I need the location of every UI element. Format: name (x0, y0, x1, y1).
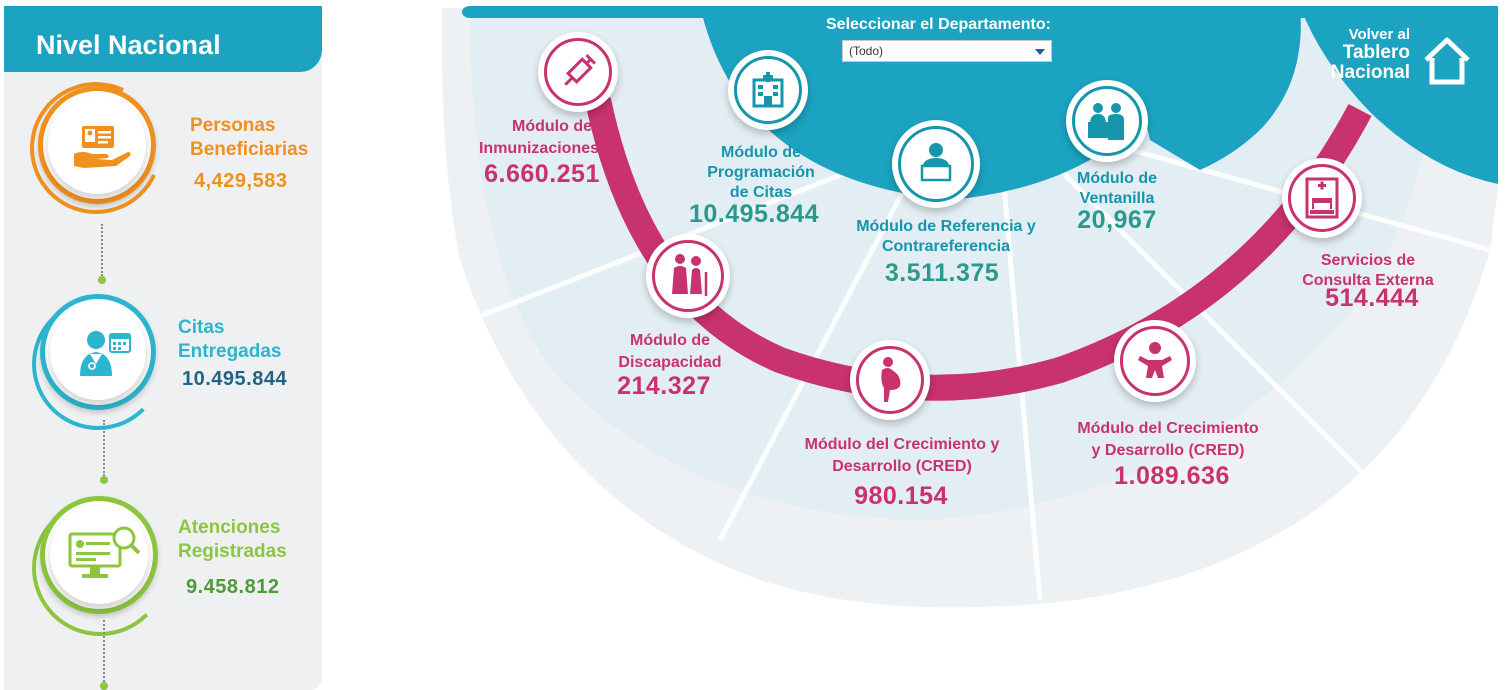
hospital-icon (752, 72, 784, 108)
pregnant-woman-icon (881, 357, 901, 402)
module-label-line2: Inmunizaciones (478, 140, 600, 157)
connector-line (103, 620, 105, 682)
module-label-line2: Programación (707, 164, 815, 181)
module-label-line2: Discapacidad (618, 354, 722, 371)
connector-dot (100, 682, 108, 690)
module-icon-ring (734, 56, 802, 124)
module-value: 6.660.251 (484, 160, 600, 188)
module-icon-circle (538, 32, 618, 112)
elderly-couple-icon (672, 254, 708, 296)
stat-value: 4,429,583 (194, 170, 288, 192)
stat-label-line1: Citas (178, 317, 225, 338)
stat-label-line1: Personas (190, 115, 276, 136)
stat-label-line2: Beneficiarias (190, 139, 309, 160)
module-icon-ring (652, 240, 724, 312)
chevron-down-icon (1035, 49, 1045, 55)
module-value: 20,967 (1077, 206, 1157, 234)
module-label-line3: de Citas (729, 184, 793, 201)
module-icon-circle (1066, 80, 1148, 162)
module-value: 980.154 (854, 482, 948, 510)
module-value: 514.444 (1325, 284, 1419, 312)
doctor-calendar-icon (80, 331, 131, 376)
teal-dome-fill (1120, 6, 1301, 170)
back-line2: Tablero (1342, 42, 1410, 63)
syringe-icon (564, 53, 597, 86)
stat-arc (32, 298, 164, 430)
module-label-line1: Módulo de (512, 118, 592, 135)
department-select[interactable]: (Todo) (842, 40, 1052, 62)
hospital-bed-icon (1305, 177, 1339, 219)
hand-id-card-icon (74, 126, 131, 168)
module-icon-ring (544, 38, 612, 106)
module-value: 10.495.844 (688, 200, 820, 228)
department-label: Seleccionar el Departamento: (826, 16, 1051, 33)
left-header: Nivel Nacional (4, 6, 322, 72)
back-line3: Nacional (1330, 62, 1410, 83)
module-label-line1: Módulo del Crecimiento y (804, 436, 1000, 453)
stat-arc (32, 500, 168, 636)
module-value: 214.327 (617, 372, 711, 400)
stat-label-line2: Registradas (178, 541, 287, 562)
module-icon-ring (856, 346, 924, 414)
module-label-line2: Contrareferencia (881, 238, 1011, 255)
module-icon-circle (850, 340, 930, 420)
baby-icon (1138, 342, 1172, 378)
module-icon-circle (646, 234, 730, 318)
module-label-line2: y Desarrollo (CRED) (1091, 442, 1245, 459)
module-label-line1: Servicios de (1320, 252, 1416, 269)
home-icon (1424, 37, 1470, 85)
module-label-line1: Módulo de (1077, 170, 1157, 187)
module-label-line1: Módulo de Referencia y (856, 218, 1036, 235)
monitor-search-icon (68, 526, 141, 578)
back-to-national-dashboard-link[interactable]: Volver al Tablero Nacional (1318, 24, 1478, 90)
teal-center-dome (700, 6, 1200, 200)
connector-dot (100, 476, 108, 484)
module-icon-circle (1114, 320, 1196, 402)
module-value: 3.511.375 (884, 259, 1000, 287)
module-label-line2: Ventanilla (1079, 190, 1155, 207)
stat-label-line1: Atenciones (178, 517, 281, 538)
person-laptop-icon (920, 143, 952, 182)
module-label-line2: Desarrollo (CRED) (832, 458, 972, 475)
module-icon-circle (1282, 158, 1362, 238)
connector-dot (98, 276, 106, 284)
module-icon-ring (1072, 86, 1142, 156)
left-panel: Nivel Nacional Personas Beneficiarias 4,… (4, 6, 322, 690)
stat-label-line2: Entregadas (178, 341, 282, 362)
module-icon-circle (892, 120, 980, 208)
connector-line (101, 224, 103, 276)
stat-value: 10.495.844 (182, 368, 288, 390)
reception-desk-icon (1088, 103, 1124, 140)
module-value: 1.089.636 (1114, 462, 1230, 490)
module-label-line1: Módulo de (721, 144, 801, 161)
panel-title: Nivel Nacional (36, 30, 221, 60)
department-selected-value: (Todo) (849, 44, 884, 58)
connector-line (103, 420, 105, 476)
back-line1: Volver al (1348, 26, 1410, 43)
module-icon-circle (728, 50, 808, 130)
module-label-line1: Módulo de (630, 332, 710, 349)
module-icon-ring (898, 126, 974, 202)
module-label-line2: Consulta Externa (1302, 272, 1434, 289)
module-label-line1: Módulo del Crecimiento (1077, 420, 1259, 437)
stat-value: 9.458.812 (186, 576, 280, 598)
teal-corner (1300, 6, 1498, 184)
